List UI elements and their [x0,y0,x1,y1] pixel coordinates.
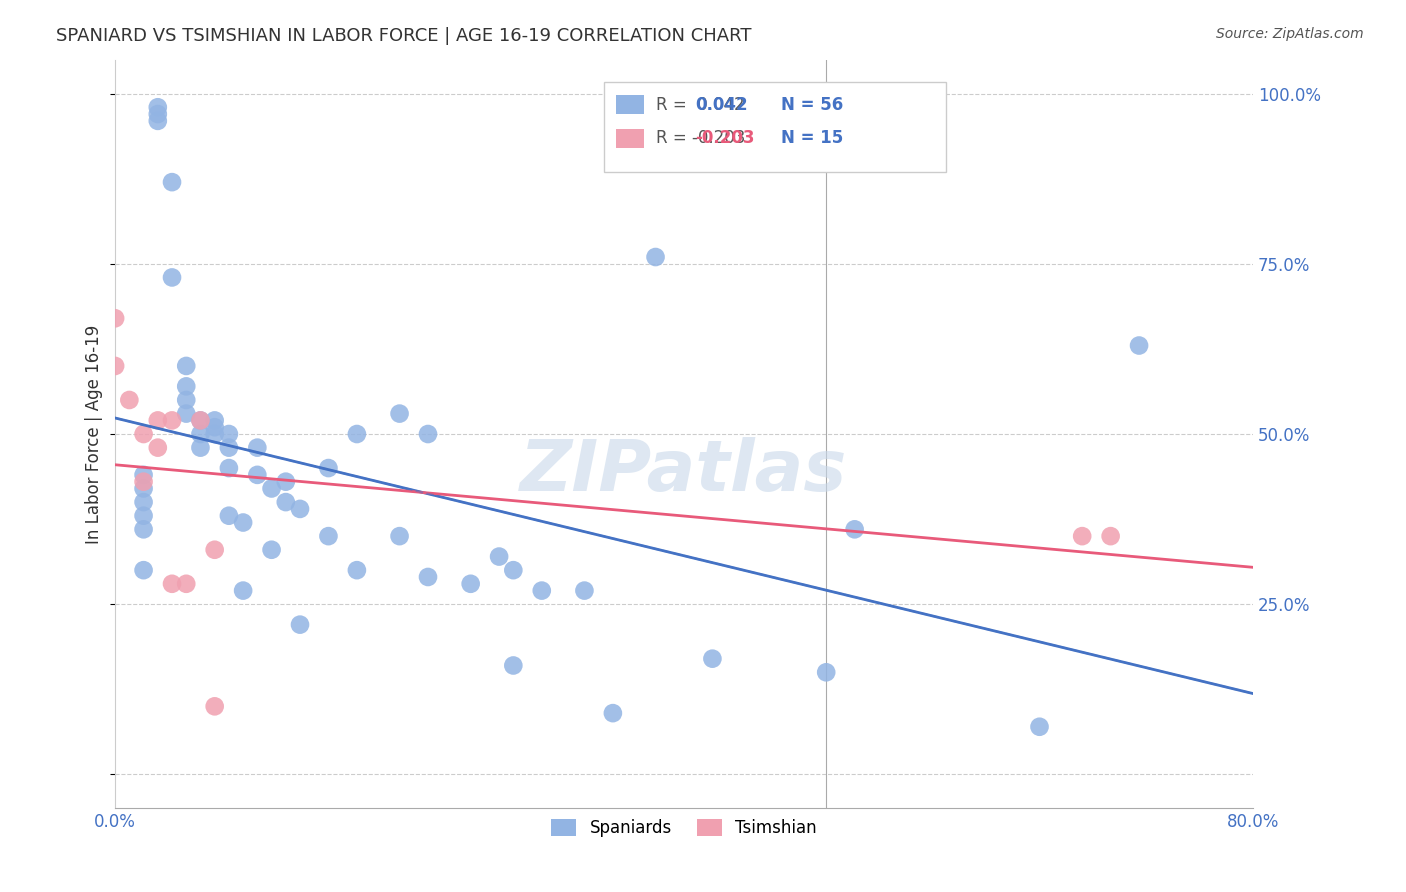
Spaniards [246,441,269,455]
Tsimshian [104,311,127,326]
Spaniards [1028,720,1050,734]
Text: SPANIARD VS TSIMSHIAN IN LABOR FORCE | AGE 16-19 CORRELATION CHART: SPANIARD VS TSIMSHIAN IN LABOR FORCE | A… [56,27,752,45]
Spaniards [318,529,340,543]
Spaniards [260,542,283,557]
Spaniards [246,467,269,482]
Spaniards [218,461,240,475]
Tsimshian [1099,529,1122,543]
Spaniards [502,563,524,577]
Spaniards [1128,338,1150,352]
Spaniards [160,175,183,189]
Y-axis label: In Labor Force | Age 16-19: In Labor Force | Age 16-19 [86,325,103,543]
Spaniards [274,475,297,489]
Spaniards [132,563,155,577]
Spaniards [218,427,240,442]
Tsimshian [104,359,127,373]
Spaniards [318,461,340,475]
Spaniards [644,250,666,264]
Tsimshian [190,413,212,427]
Spaniards [502,658,524,673]
FancyBboxPatch shape [616,128,644,147]
Tsimshian [204,542,226,557]
Text: ZIPatlas: ZIPatlas [520,437,848,506]
Spaniards [146,100,169,114]
Spaniards [346,427,368,442]
Spaniards [530,583,553,598]
Text: R =  0.042: R = 0.042 [655,95,744,113]
Spaniards [174,379,197,393]
Spaniards [416,427,439,442]
Spaniards [132,482,155,496]
Spaniards [132,495,155,509]
Spaniards [232,516,254,530]
Spaniards [218,441,240,455]
Spaniards [174,407,197,421]
Spaniards [160,270,183,285]
Text: Source: ZipAtlas.com: Source: ZipAtlas.com [1216,27,1364,41]
Tsimshian [174,576,197,591]
Tsimshian [146,413,169,427]
Spaniards [204,413,226,427]
Tsimshian [160,576,183,591]
Spaniards [204,420,226,434]
Spaniards [190,427,212,442]
Tsimshian [118,392,141,407]
Text: 0.042: 0.042 [696,95,748,113]
Spaniards [218,508,240,523]
Spaniards [346,563,368,577]
FancyBboxPatch shape [605,82,946,172]
Spaniards [190,413,212,427]
Tsimshian [132,475,155,489]
Spaniards [260,482,283,496]
Spaniards [190,441,212,455]
Spaniards [488,549,510,564]
Spaniards [132,508,155,523]
Tsimshian [132,427,155,442]
Text: -0.203: -0.203 [696,129,755,147]
Spaniards [232,583,254,598]
Tsimshian [160,413,183,427]
Text: N = 56: N = 56 [780,95,844,113]
FancyBboxPatch shape [616,95,644,114]
Spaniards [174,359,197,373]
Spaniards [815,665,838,680]
Legend: Spaniards, Tsimshian: Spaniards, Tsimshian [543,810,825,845]
Spaniards [388,529,411,543]
Tsimshian [204,699,226,714]
Spaniards [274,495,297,509]
Spaniards [174,392,197,407]
Spaniards [288,502,311,516]
Spaniards [460,576,482,591]
Spaniards [844,522,866,536]
Text: N = 15: N = 15 [780,129,844,147]
Spaniards [146,114,169,128]
Spaniards [702,651,724,665]
Spaniards [132,522,155,536]
Spaniards [416,570,439,584]
Spaniards [204,427,226,442]
Spaniards [288,617,311,632]
Tsimshian [146,441,169,455]
Spaniards [146,107,169,121]
Spaniards [132,467,155,482]
Tsimshian [1071,529,1094,543]
Spaniards [574,583,596,598]
Spaniards [388,407,411,421]
Spaniards [602,706,624,720]
Text: R = -0.203: R = -0.203 [655,129,745,147]
